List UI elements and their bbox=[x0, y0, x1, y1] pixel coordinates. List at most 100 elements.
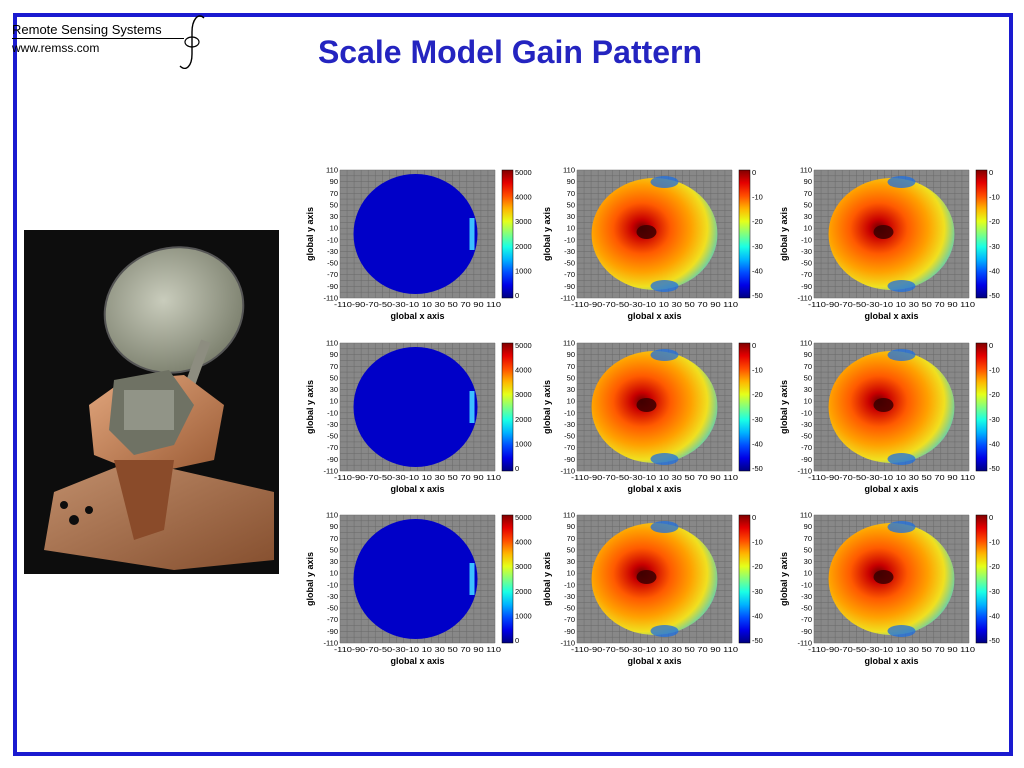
gain-pattern-plot: 110 90 70 50 30 10 -10 -30 -50 -70 -90 -110-110-90-… bbox=[305, 166, 532, 322]
y-tick-label: -10 bbox=[327, 235, 338, 244]
y-tick-label: -10 bbox=[801, 408, 812, 417]
colorbar-labels: 5000 4000 3000 2000 1000 0 bbox=[515, 341, 532, 473]
pattern-null bbox=[650, 453, 679, 465]
y-tick-label: -90 bbox=[801, 282, 812, 291]
y-tick-label: -110 bbox=[561, 467, 575, 476]
colorbar-label: 3000 bbox=[515, 390, 532, 399]
y-tick-label: -10 bbox=[327, 408, 338, 417]
y-tick-labels: 110 90 70 50 30 10 -10 -30 -50 -70 -90 -110 bbox=[324, 339, 338, 476]
pattern-null bbox=[887, 280, 916, 292]
y-tick-labels: 110 90 70 50 30 10 -10 -30 -50 -70 -90 -110 bbox=[324, 166, 338, 303]
pattern-null bbox=[887, 349, 916, 361]
colorbar-label: 5000 bbox=[515, 513, 532, 522]
colorbar-label: -10 bbox=[752, 366, 763, 375]
y-tick-label: 30 bbox=[804, 385, 812, 394]
y-tick-label: -30 bbox=[564, 592, 575, 601]
y-tick-label: 70 bbox=[330, 362, 338, 371]
colorbar-label: -30 bbox=[752, 587, 763, 596]
pattern-null bbox=[650, 521, 679, 533]
y-tick-label: 110 bbox=[563, 511, 575, 520]
colorbar-label: -30 bbox=[752, 242, 763, 251]
y-tick-label: 70 bbox=[567, 534, 575, 543]
y-tick-labels: 110 90 70 50 30 10 -10 -30 -50 -70 -90 -110 bbox=[798, 511, 812, 648]
colorbar-label: 2000 bbox=[515, 587, 532, 596]
y-tick-label: -50 bbox=[801, 604, 812, 613]
gain-pattern-panel: 110 90 70 50 30 10 -10 -30 -50 -70 -90 -110 -110-90-… bbox=[777, 333, 1009, 505]
x-axis-label: global x axis bbox=[390, 484, 444, 494]
colorbar-label: 3000 bbox=[515, 217, 532, 226]
y-tick-label: -110 bbox=[798, 294, 812, 303]
colorbar-label: -10 bbox=[989, 366, 1000, 375]
y-tick-label: 10 bbox=[330, 569, 338, 578]
y-tick-label: -50 bbox=[564, 432, 575, 441]
y-tick-label: -90 bbox=[801, 627, 812, 636]
colorbar-label: 5000 bbox=[515, 341, 532, 350]
colorbar bbox=[738, 342, 751, 472]
colorbar-labels: 0 -10 -20 -30 -40 -50 bbox=[989, 341, 1000, 473]
y-tick-label: -70 bbox=[801, 270, 812, 279]
y-tick-label: -30 bbox=[327, 592, 338, 601]
y-tick-label: -90 bbox=[327, 455, 338, 464]
x-axis-label: global x axis bbox=[390, 311, 444, 321]
y-tick-label: 110 bbox=[800, 166, 812, 175]
gain-disk bbox=[353, 347, 478, 467]
y-tick-label: 10 bbox=[804, 397, 812, 406]
y-tick-label: -70 bbox=[327, 615, 338, 624]
x-axis-label: global x axis bbox=[627, 311, 681, 321]
x-axis-label: global x axis bbox=[390, 656, 444, 666]
gain-pattern-plot: 110 90 70 50 30 10 -10 -30 -50 -70 -90 -110-110-90-… bbox=[542, 511, 763, 667]
logo-rule bbox=[12, 38, 184, 39]
gain-spot bbox=[469, 391, 475, 423]
y-tick-label: -110 bbox=[324, 467, 338, 476]
colorbar-label: 1000 bbox=[515, 439, 532, 448]
colorbar-label: -10 bbox=[989, 538, 1000, 547]
y-axis-label: global y axis bbox=[779, 552, 789, 606]
x-axis-label: global x axis bbox=[864, 311, 918, 321]
y-tick-label: 110 bbox=[326, 511, 338, 520]
x-tick-labels: -110-90-70-50-30-10 10 30 50 70 90 110 bbox=[808, 645, 975, 654]
colorbar bbox=[975, 342, 988, 472]
colorbar-label: -40 bbox=[989, 611, 1000, 620]
colorbar bbox=[501, 342, 514, 472]
pattern-null bbox=[650, 625, 679, 637]
y-tick-label: 10 bbox=[804, 569, 812, 578]
y-tick-label: 90 bbox=[567, 350, 575, 359]
x-tick-labels: -110-90-70-50-30-10 10 30 50 70 90 110 bbox=[334, 645, 501, 654]
colorbar-label: -50 bbox=[989, 464, 1000, 473]
pattern-peak bbox=[873, 570, 894, 584]
gain-pattern-plot: 110 90 70 50 30 10 -10 -30 -50 -70 -90 -110-110-90-… bbox=[305, 339, 532, 495]
x-tick-labels: -110-90-70-50-30-10 10 30 50 70 90 110 bbox=[571, 645, 738, 654]
y-tick-label: 50 bbox=[330, 200, 338, 209]
y-tick-label: 10 bbox=[330, 397, 338, 406]
pattern-null bbox=[887, 521, 916, 533]
y-tick-label: 70 bbox=[567, 189, 575, 198]
colorbar-label: -40 bbox=[989, 439, 1000, 448]
y-tick-labels: 110 90 70 50 30 10 -10 -30 -50 -70 -90 -110 bbox=[561, 339, 575, 476]
y-tick-label: -110 bbox=[324, 294, 338, 303]
y-axis-label: global y axis bbox=[305, 207, 315, 261]
gain-pattern-panel: 110 90 70 50 30 10 -10 -30 -50 -70 -90 -110 -110-90-… bbox=[540, 505, 772, 677]
x-tick-labels: -110-90-70-50-30-10 10 30 50 70 90 110 bbox=[808, 300, 975, 309]
y-tick-label: -50 bbox=[564, 259, 575, 268]
colorbar-label: 4000 bbox=[515, 538, 532, 547]
colorbar-label: 0 bbox=[989, 341, 993, 350]
pattern-peak bbox=[873, 398, 894, 412]
y-tick-label: -70 bbox=[801, 443, 812, 452]
colorbar-label: -40 bbox=[752, 266, 763, 275]
y-tick-label: 50 bbox=[330, 545, 338, 554]
colorbar-label: 5000 bbox=[515, 168, 532, 177]
y-tick-label: 30 bbox=[567, 557, 575, 566]
y-tick-label: 110 bbox=[326, 166, 338, 175]
y-tick-label: 30 bbox=[567, 212, 575, 221]
colorbar-label: 4000 bbox=[515, 193, 532, 202]
gain-pattern-plot: 110 90 70 50 30 10 -10 -30 -50 -70 -90 -110-110-90-… bbox=[542, 166, 763, 322]
colorbar bbox=[975, 514, 988, 644]
y-tick-label: 30 bbox=[804, 212, 812, 221]
colorbar-label: -50 bbox=[752, 464, 763, 473]
gain-spot bbox=[469, 563, 475, 595]
y-tick-label: -30 bbox=[801, 247, 812, 256]
y-tick-label: -90 bbox=[564, 627, 575, 636]
x-axis-label: global x axis bbox=[627, 484, 681, 494]
y-tick-label: -90 bbox=[327, 282, 338, 291]
colorbar bbox=[975, 169, 988, 299]
